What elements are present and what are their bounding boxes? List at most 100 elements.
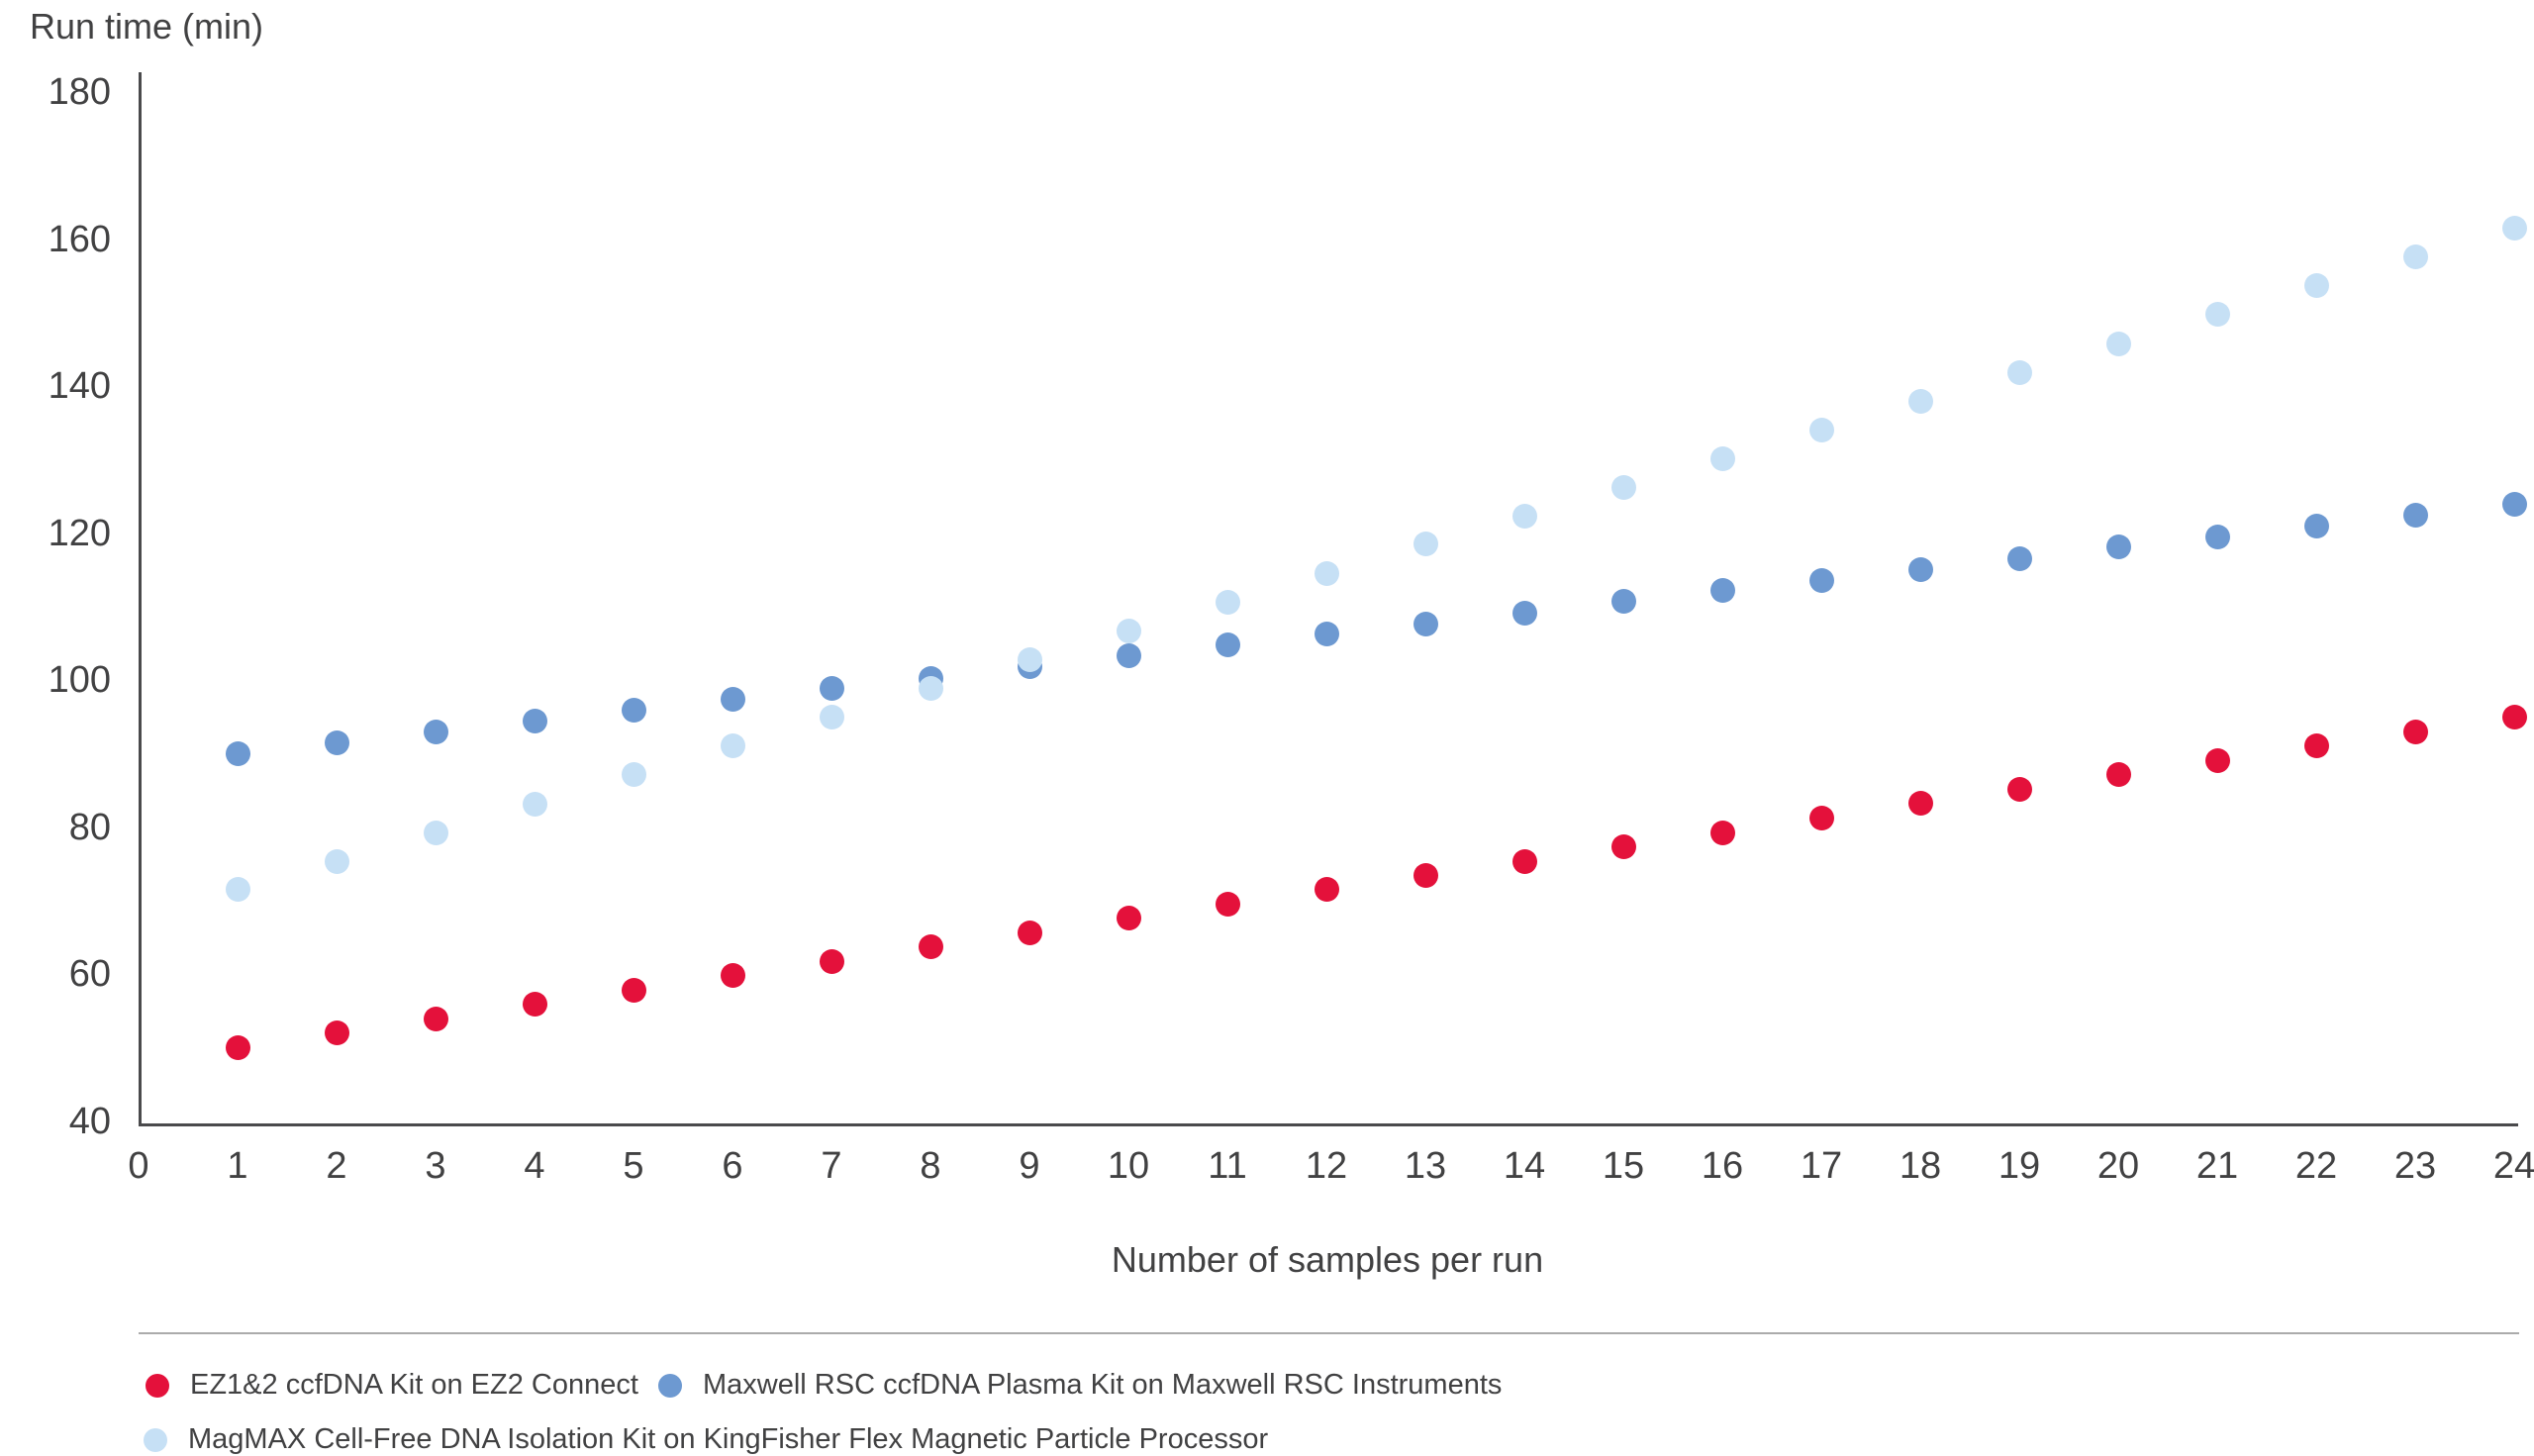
x-tick-label: 5 — [623, 1145, 644, 1187]
data-point — [1709, 820, 1735, 845]
x-tick-label: 9 — [1019, 1145, 1040, 1187]
data-point — [1314, 877, 1339, 903]
legend-separator-line — [139, 1332, 2519, 1334]
data-point — [324, 729, 349, 755]
data-point — [2204, 747, 2230, 773]
data-point — [1511, 600, 1537, 626]
x-tick-label: 6 — [722, 1145, 743, 1187]
data-point — [2402, 502, 2428, 528]
data-point — [2006, 776, 2032, 802]
data-point — [2105, 534, 2131, 560]
data-point — [1413, 611, 1438, 636]
data-point — [2501, 704, 2527, 729]
data-point — [2006, 545, 2032, 571]
data-point — [2501, 491, 2527, 517]
x-tick-label: 18 — [1899, 1145, 1942, 1187]
data-point — [1709, 578, 1735, 604]
data-point — [621, 698, 646, 724]
x-tick-label: 12 — [1305, 1145, 1348, 1187]
data-point — [1808, 567, 1834, 593]
data-point — [1116, 619, 1141, 644]
data-point — [1907, 790, 1933, 816]
x-axis-line — [139, 1123, 2518, 1126]
x-tick-label: 24 — [2492, 1145, 2534, 1187]
data-point — [621, 761, 646, 787]
x-tick-label: 4 — [524, 1145, 545, 1187]
x-tick-label: 1 — [227, 1145, 248, 1187]
data-point — [2402, 244, 2428, 270]
data-point — [2204, 525, 2230, 550]
data-point — [1610, 589, 1636, 615]
data-point — [423, 719, 448, 744]
x-tick-label: 16 — [1701, 1145, 1744, 1187]
data-point — [918, 934, 943, 960]
data-point — [2501, 216, 2527, 242]
legend-item-maxwell: Maxwell RSC ccfDNA Plasma Kit on Maxwell… — [658, 1369, 1502, 1402]
legend-item-magmax: MagMAX Cell-Free DNA Isolation Kit on Ki… — [144, 1423, 1268, 1456]
x-tick-label: 10 — [1107, 1145, 1150, 1187]
x-axis-title: Number of samples per run — [1111, 1239, 1544, 1280]
y-axis-title: Run time (min) — [30, 6, 264, 47]
legend-lightblue-dot-icon — [144, 1427, 167, 1452]
data-point — [918, 676, 943, 702]
data-point — [423, 1007, 448, 1032]
legend-blue-dot-icon — [658, 1373, 682, 1398]
data-point — [1215, 632, 1240, 658]
x-tick-label: 3 — [425, 1145, 446, 1187]
x-tick-label: 15 — [1602, 1145, 1645, 1187]
data-point — [1413, 862, 1438, 888]
data-point — [1709, 445, 1735, 471]
data-point — [2006, 359, 2032, 385]
data-point — [1907, 388, 1933, 414]
data-point — [819, 704, 844, 729]
data-point — [1215, 590, 1240, 616]
legend-label: Maxwell RSC ccfDNA Plasma Kit on Maxwell… — [703, 1369, 1503, 1401]
y-tick-label: 120 — [48, 512, 111, 554]
x-tick-label: 14 — [1503, 1145, 1546, 1187]
x-tick-label: 13 — [1404, 1145, 1447, 1187]
y-axis-line — [139, 72, 142, 1126]
data-point — [720, 687, 745, 713]
data-point — [621, 978, 646, 1004]
data-point — [1314, 561, 1339, 587]
x-tick-label: 19 — [1998, 1145, 2041, 1187]
data-point — [819, 676, 844, 702]
data-point — [423, 820, 448, 845]
data-point — [2303, 513, 2329, 538]
data-point — [720, 732, 745, 758]
x-tick-label: 21 — [2195, 1145, 2239, 1187]
y-tick-label: 40 — [68, 1100, 111, 1142]
legend-item-ez2: EZ1&2 ccfDNA Kit on EZ2 Connect — [146, 1369, 638, 1402]
x-tick-label: 0 — [128, 1145, 149, 1187]
x-tick-label: 11 — [1208, 1145, 1247, 1187]
data-point — [2105, 331, 2131, 356]
data-point — [2303, 273, 2329, 299]
data-point — [2402, 719, 2428, 744]
data-point — [1808, 805, 1834, 830]
data-point — [225, 1035, 250, 1061]
y-tick-label: 180 — [48, 71, 111, 114]
data-point — [522, 791, 547, 817]
data-point — [2105, 761, 2131, 787]
data-point — [1116, 906, 1141, 931]
data-point — [1610, 833, 1636, 859]
data-point — [1808, 417, 1834, 442]
data-point — [324, 1020, 349, 1046]
x-tick-label: 23 — [2393, 1145, 2437, 1187]
x-tick-label: 22 — [2294, 1145, 2338, 1187]
data-point — [1017, 920, 1042, 945]
data-point — [522, 992, 547, 1018]
data-point — [819, 949, 844, 975]
y-tick-label: 80 — [68, 806, 111, 848]
data-point — [2204, 302, 2230, 328]
data-point — [1907, 556, 1933, 582]
data-point — [1314, 622, 1339, 647]
y-tick-label: 160 — [48, 218, 111, 260]
data-point — [1215, 891, 1240, 917]
y-tick-label: 140 — [48, 365, 111, 408]
legend-label: EZ1&2 ccfDNA Kit on EZ2 Connect — [190, 1369, 638, 1401]
data-point — [225, 877, 250, 903]
x-tick-label: 7 — [821, 1145, 842, 1187]
x-tick-label: 8 — [920, 1145, 941, 1187]
